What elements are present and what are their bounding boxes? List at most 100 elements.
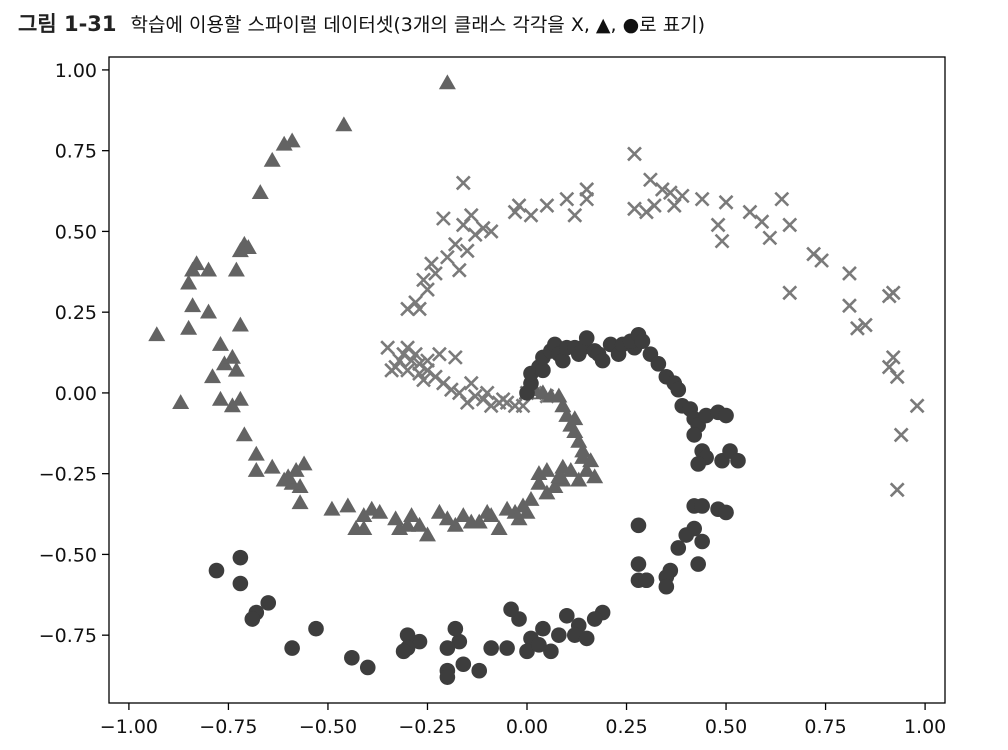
point-triangle: [200, 304, 217, 319]
point-circle: [670, 540, 686, 556]
point-circle: [587, 611, 603, 627]
point-cross: [513, 199, 526, 212]
point-cross: [540, 199, 553, 212]
point-cross: [449, 351, 462, 364]
point-circle: [233, 576, 249, 592]
x-tick-label: −0.25: [398, 716, 456, 738]
point-triangle: [212, 391, 229, 406]
x-tick-label: −0.75: [199, 716, 257, 738]
y-tick-label: 1.00: [55, 60, 97, 82]
point-triangle: [248, 462, 265, 477]
point-triangle: [228, 262, 245, 277]
y-tick-label: −0.50: [39, 544, 97, 566]
point-cross: [755, 215, 768, 228]
point-cross: [891, 370, 904, 383]
point-circle: [659, 579, 675, 595]
point-cross: [568, 209, 581, 222]
point-cross: [891, 483, 904, 496]
point-circle: [245, 611, 261, 627]
point-circle: [503, 602, 519, 618]
point-triangle: [212, 336, 229, 351]
point-cross: [815, 254, 828, 267]
y-tick-label: 0.00: [55, 383, 97, 405]
point-circle: [499, 640, 515, 656]
point-circle: [440, 669, 456, 685]
x-tick-label: −1.00: [100, 716, 158, 738]
x-tick-label: −0.50: [299, 716, 357, 738]
x-tick-label: 0.75: [804, 716, 846, 738]
point-circle: [670, 382, 686, 398]
point-circle: [718, 505, 734, 521]
point-cross: [696, 193, 709, 206]
point-circle: [635, 333, 651, 349]
point-cross: [843, 299, 856, 312]
point-cross: [716, 235, 729, 248]
point-circle: [396, 644, 412, 660]
point-cross: [648, 199, 661, 212]
point-cross: [712, 218, 725, 231]
point-cross: [437, 212, 450, 225]
point-triangle: [387, 510, 404, 525]
point-circle: [559, 608, 575, 624]
point-cross: [644, 173, 657, 186]
point-circle: [595, 353, 611, 369]
point-cross: [481, 386, 494, 399]
x-tick-label: 1.00: [904, 716, 946, 738]
point-triangle: [264, 152, 281, 167]
x-tick-label: 0.25: [605, 716, 647, 738]
point-circle: [471, 663, 487, 679]
point-circle: [448, 621, 464, 637]
point-triangle: [184, 297, 201, 312]
point-circle: [579, 330, 595, 346]
point-cross: [743, 206, 756, 219]
point-cross: [628, 202, 641, 215]
point-triangle: [335, 116, 352, 131]
point-cross: [580, 183, 593, 196]
point-cross: [560, 193, 573, 206]
series-circle: [209, 327, 746, 685]
point-circle: [209, 563, 225, 579]
point-cross: [457, 176, 470, 189]
point-cross: [453, 264, 466, 277]
point-triangle: [292, 494, 309, 509]
series-x: [381, 147, 923, 496]
point-cross: [720, 196, 733, 209]
point-circle: [694, 534, 710, 550]
point-triangle: [323, 501, 340, 516]
point-cross: [783, 218, 796, 231]
point-circle: [284, 640, 300, 656]
point-cross: [457, 218, 470, 231]
point-circle: [344, 650, 360, 666]
point-triangle: [431, 504, 448, 519]
point-circle: [690, 456, 706, 472]
point-cross: [911, 399, 924, 412]
point-circle: [730, 453, 746, 469]
point-cross: [461, 244, 474, 257]
point-triangle: [439, 74, 456, 89]
point-circle: [233, 550, 249, 566]
point-cross: [895, 428, 908, 441]
point-cross: [676, 189, 689, 202]
x-tick-label: 0.50: [705, 716, 747, 738]
point-triangle: [188, 255, 205, 270]
point-triangle: [204, 368, 221, 383]
point-cross: [524, 209, 537, 222]
point-cross: [775, 193, 788, 206]
point-circle: [639, 572, 655, 588]
point-circle: [631, 518, 647, 534]
x-tick-label: 0.00: [506, 716, 548, 738]
point-circle: [690, 556, 706, 572]
point-circle: [579, 631, 595, 647]
point-circle: [718, 408, 734, 424]
point-cross: [413, 302, 426, 315]
y-tick-label: −0.75: [39, 625, 97, 647]
point-cross: [887, 286, 900, 299]
point-cross: [783, 286, 796, 299]
point-circle: [551, 627, 567, 643]
point-triangle: [236, 426, 253, 441]
point-circle: [678, 527, 694, 543]
point-triangle: [455, 507, 472, 522]
point-circle: [456, 656, 472, 672]
point-triangle: [224, 349, 241, 364]
